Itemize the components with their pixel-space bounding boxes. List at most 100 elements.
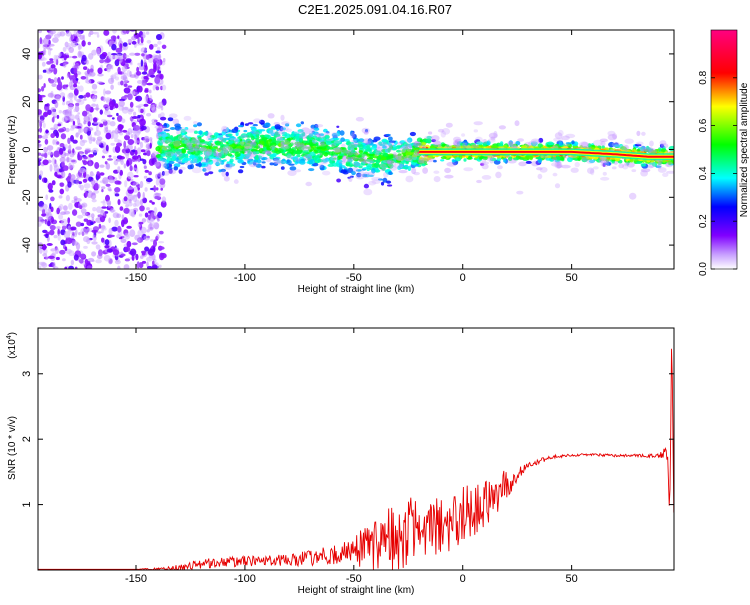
colorbar-tick-label: 0.4 [698,166,709,180]
heatmap-cell [174,140,181,144]
heatmap-cell [145,177,153,183]
heatmap-cell [93,121,101,125]
heatmap-cell [353,158,360,162]
heatmap-cell [407,165,412,171]
heatmap-cell [110,142,115,146]
heatmap-cell [144,89,149,93]
heatmap-cell [253,131,260,135]
heatmap-cell [212,153,216,156]
heatmap-cell [88,154,95,158]
heatmap-cell [45,213,52,220]
heatmap-cell [643,148,649,153]
heatmap-cell [129,74,137,78]
heatmap-cell [376,150,382,155]
heatmap-cell [157,40,162,45]
heatmap-cell [349,152,357,157]
heatmap-cell [258,140,265,146]
heatmap-cell [237,169,244,174]
heatmap-cell [41,213,47,217]
heatmap-cell [154,76,161,84]
heatmap-cell [75,177,79,185]
heatmap-cell [302,154,313,161]
x-tick-label: 0 [460,573,466,585]
heatmap-cell [222,137,227,143]
heatmap-cell [358,143,364,150]
heatmap-cell [446,161,457,167]
heatmap-cell [151,264,158,269]
heatmap-cell [356,172,362,178]
x-tick-label: -50 [346,272,362,284]
heatmap-cell [250,149,256,152]
heatmap-cell [136,167,139,174]
heatmap-cell [208,137,215,141]
heatmap-cell [375,159,381,164]
heatmap-cell [555,156,561,161]
heatmap-cell [193,145,200,152]
heatmap-cell [350,131,355,139]
heatmap-cell [197,136,202,141]
heatmap-cell [258,153,264,159]
heatmap-cell [250,139,257,145]
heatmap-cell [91,49,97,56]
heatmap-cell [116,166,121,173]
heatmap-cell [173,166,179,171]
heatmap-cell [181,132,185,136]
heatmap-cell [553,146,559,149]
svg-text:(x104): (x104) [6,332,18,359]
heatmap-cell [382,159,391,164]
heatmap-cell [129,165,133,172]
heatmap-cell [71,159,77,164]
heatmap-cell [147,248,155,256]
heatmap-cell [160,112,165,118]
heatmap-cell [301,145,311,152]
heatmap-cell [59,249,66,255]
heatmap-cell [225,151,229,155]
heatmap-cell [362,160,367,165]
heatmap-cell [315,137,321,141]
heatmap-cell [140,149,146,153]
heatmap-cell [351,149,356,154]
colorbar-tick-label: 0.2 [698,214,709,228]
heatmap-cell [265,150,271,154]
x-tick-label: 50 [566,573,578,585]
x-tick-label: -150 [125,573,147,585]
heatmap-cell [87,68,90,75]
heatmap-cell [129,101,134,108]
heatmap-cell [145,31,150,35]
heatmap-cell [412,147,420,150]
heatmap-cell [636,130,641,137]
heatmap-cell [382,177,388,183]
heatmap-cell [82,110,88,117]
heatmap-cell [389,154,396,159]
heatmap-cell [512,143,518,147]
heatmap-cell [138,262,144,269]
heatmap-cell [99,109,104,115]
heatmap-cell [150,218,155,222]
heatmap-cell [444,174,454,179]
heatmap-cell [125,30,130,35]
heatmap-cell [47,109,52,116]
heatmap-cell [388,171,393,176]
heatmap-cell [634,143,642,147]
heatmap-cell [185,128,196,133]
heatmap-cell [618,163,625,169]
heatmap-cell [120,80,124,86]
heatmap-cell [299,144,305,150]
heatmap-cell [168,160,175,165]
heatmap-cell [560,164,571,169]
heatmap-cell [125,58,132,62]
heatmap-cell [624,144,630,152]
heatmap-cell [155,158,162,163]
heatmap-cell [168,145,174,150]
heatmap-cell [56,207,60,215]
heatmap-cell [247,140,252,144]
heatmap-cell [517,138,524,142]
heatmap-cell [47,182,53,191]
heatmap-cell [423,161,427,164]
heatmap-cell [69,153,75,158]
heatmap-cell [352,166,359,173]
heatmap-cell [144,212,149,218]
heatmap-cell [78,95,84,99]
heatmap-cell [174,125,182,131]
heatmap-cell [103,254,111,262]
